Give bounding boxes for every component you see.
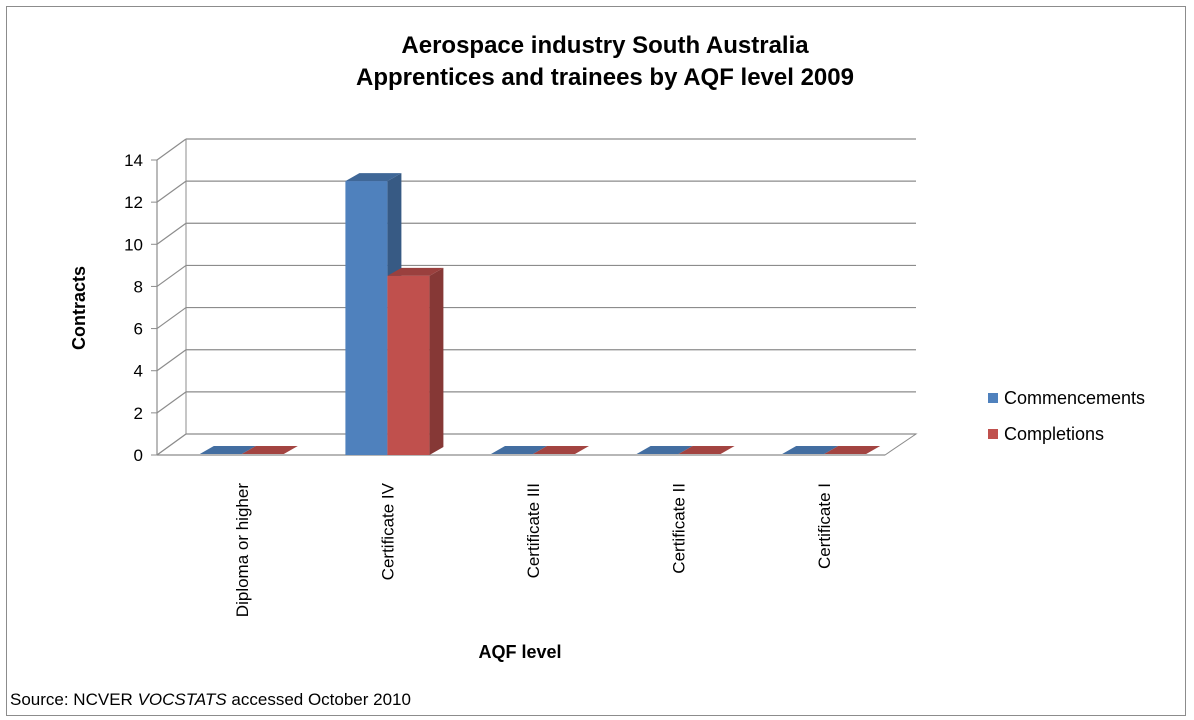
y-tick-label: 8 [134,277,143,296]
y-axis-title: Contracts [69,266,89,350]
legend-item-commencements: Commencements [988,380,1145,416]
legend-label-commencements: Commencements [1004,387,1146,408]
chart-title-line-2: Apprentices and trainees by AQF level 20… [356,64,854,91]
x-tick-label: Certificate II [670,483,689,574]
y-tick-label: 2 [134,404,143,423]
gridline-side [156,180,187,203]
y-tick-label: 0 [134,446,143,465]
chart-frame [6,6,1186,716]
x-tick-label: Diploma or higher [233,483,252,618]
commencements-bar-zero [636,446,693,454]
legend-swatch-commencements [988,393,998,403]
y-tick-label: 6 [134,320,143,339]
gridline-side [156,433,187,456]
axes [151,139,885,456]
gridline-side [156,391,187,414]
x-axis-title: AQF level [478,642,561,662]
chart-title: Aerospace industry South Australia Appre… [0,30,1194,94]
gridline-side [156,349,187,372]
gridline-side [156,222,187,245]
gridline-side [156,307,187,330]
commencements-bar-zero [782,446,839,454]
source-note: Source: NCVER VOCSTATS accessed October … [10,690,411,710]
commencements-bar-top [345,173,402,182]
completions-bar-zero [678,446,735,454]
chart-title-line-1: Aerospace industry South Australia [401,32,809,59]
commencements-bar [345,181,388,456]
completions-bar-zero [533,446,589,454]
x-tick-label: Certificate IV [378,482,397,580]
completions-bar-side [429,267,444,455]
x-tick-label: Certificate I [815,483,834,569]
labels: 0 2 4 6 8 10 12 14 Diploma or higher Certificate … [69,151,834,662]
completions-bar-top [387,267,444,276]
x-tick-label: Certificate III [524,483,543,578]
y-tick-label: 12 [124,193,143,212]
y-tick-label: 4 [134,362,143,381]
legend: Commencements Completions [988,380,1145,452]
gridlines [155,138,918,456]
bars [199,173,881,456]
completions-bar [387,275,430,455]
source-suffix: accessed October 2010 [231,690,411,709]
gridline-side [156,138,187,161]
legend-swatch-completions [988,429,998,439]
source-prefix: Source: NCVER [10,690,133,709]
legend-label-completions: Completions [1004,423,1105,444]
completions-bar-zero [824,446,881,454]
legend-item-completions: Completions [988,416,1145,452]
completions-bar-zero [241,446,298,454]
commencements-bar-zero [491,446,547,454]
source-publication: VOCSTATS [137,690,227,709]
commencements-bar-zero [199,446,256,454]
gridline-side [156,264,187,287]
y-tick-label: 14 [124,151,143,170]
y-tick-label: 10 [124,235,143,254]
